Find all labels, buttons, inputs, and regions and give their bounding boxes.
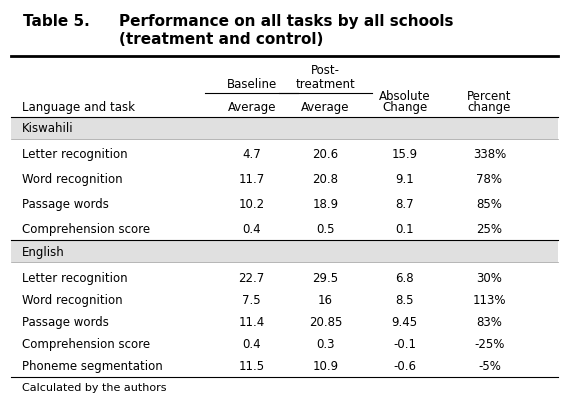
- Text: Letter recognition: Letter recognition: [22, 148, 128, 161]
- Text: 8.7: 8.7: [395, 198, 414, 210]
- Text: Passage words: Passage words: [22, 198, 109, 210]
- Text: Post-: Post-: [311, 64, 340, 77]
- Text: Letter recognition: Letter recognition: [22, 271, 128, 284]
- Text: 0.3: 0.3: [316, 337, 335, 350]
- Text: 85%: 85%: [476, 198, 502, 210]
- Text: 10.2: 10.2: [238, 198, 265, 210]
- Text: 0.4: 0.4: [242, 337, 261, 350]
- Text: 7.5: 7.5: [242, 293, 261, 306]
- Text: 16: 16: [318, 293, 333, 306]
- Text: -25%: -25%: [474, 337, 505, 350]
- Text: 78%: 78%: [476, 173, 502, 186]
- Text: -0.1: -0.1: [393, 337, 416, 350]
- Text: 10.9: 10.9: [312, 359, 339, 372]
- Text: Kiswahili: Kiswahili: [22, 122, 74, 135]
- Text: 22.7: 22.7: [238, 271, 265, 284]
- Text: 18.9: 18.9: [312, 198, 339, 210]
- Text: Baseline: Baseline: [226, 78, 277, 91]
- Text: treatment: treatment: [295, 78, 356, 91]
- Text: 0.5: 0.5: [316, 222, 335, 235]
- Text: (treatment and control): (treatment and control): [119, 32, 324, 47]
- Bar: [11, 117, 558, 139]
- Text: Change: Change: [382, 101, 427, 114]
- Text: 11.7: 11.7: [238, 173, 265, 186]
- Text: English: English: [22, 245, 65, 258]
- Text: 4.7: 4.7: [242, 148, 261, 161]
- Text: Performance on all tasks by all schools: Performance on all tasks by all schools: [119, 14, 454, 29]
- Text: 25%: 25%: [476, 222, 502, 235]
- Text: Average: Average: [228, 101, 276, 114]
- Text: Absolute: Absolute: [379, 90, 431, 103]
- Text: 15.9: 15.9: [391, 148, 418, 161]
- Text: Calculated by the authors: Calculated by the authors: [22, 382, 167, 393]
- Text: change: change: [468, 101, 511, 114]
- Text: 11.4: 11.4: [238, 315, 265, 328]
- Text: Phoneme segmentation: Phoneme segmentation: [22, 359, 163, 372]
- Text: 8.5: 8.5: [395, 293, 414, 306]
- Text: 9.45: 9.45: [391, 315, 418, 328]
- Text: -5%: -5%: [478, 359, 501, 372]
- Text: Word recognition: Word recognition: [22, 293, 123, 306]
- Text: 0.4: 0.4: [242, 222, 261, 235]
- Text: 83%: 83%: [476, 315, 502, 328]
- Bar: [11, 240, 558, 262]
- Text: Word recognition: Word recognition: [22, 173, 123, 186]
- Text: 20.6: 20.6: [312, 148, 339, 161]
- Text: Percent: Percent: [467, 90, 512, 103]
- Text: 338%: 338%: [473, 148, 506, 161]
- Text: 29.5: 29.5: [312, 271, 339, 284]
- Text: 20.85: 20.85: [309, 315, 342, 328]
- Text: Passage words: Passage words: [22, 315, 109, 328]
- Text: 9.1: 9.1: [395, 173, 414, 186]
- Text: 11.5: 11.5: [238, 359, 265, 372]
- Text: Comprehension score: Comprehension score: [22, 222, 150, 235]
- Text: 0.1: 0.1: [395, 222, 414, 235]
- Text: Language and task: Language and task: [22, 101, 135, 114]
- Text: 30%: 30%: [476, 271, 502, 284]
- Text: 113%: 113%: [473, 293, 506, 306]
- Text: Average: Average: [301, 101, 350, 114]
- Text: Table 5.: Table 5.: [23, 14, 89, 29]
- Text: 6.8: 6.8: [395, 271, 414, 284]
- Text: 20.8: 20.8: [312, 173, 339, 186]
- Text: Comprehension score: Comprehension score: [22, 337, 150, 350]
- Text: -0.6: -0.6: [393, 359, 416, 372]
